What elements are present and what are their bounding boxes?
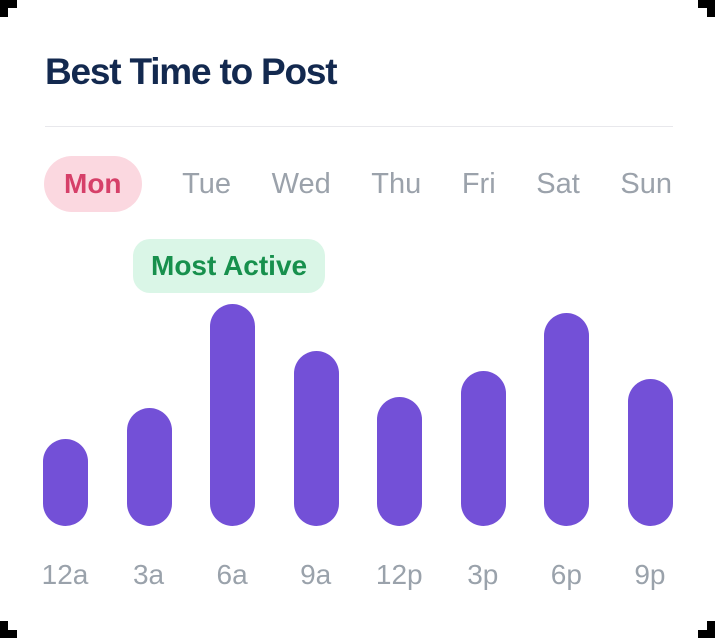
page-title: Best Time to Post [45,51,338,92]
hour-label-9a: 9a [300,559,332,590]
activity-chart [43,304,673,526]
hour-axis-labels: 12a 3a 6a 9a 12p 3p 6p 9p [35,558,680,592]
day-tabs: Mon Tue Wed Thu Fri Sat Sun [44,156,672,212]
hour-label-12p: 12p [375,559,423,590]
tab-mon[interactable]: Mon [44,156,142,212]
activity-bar-9p [627,379,673,526]
corner-mark-bottom-right [698,621,715,638]
tab-sun[interactable]: Sun [620,156,672,212]
hour-label-3p: 3p [467,559,499,590]
corner-mark-bottom-left [0,621,17,638]
corner-mark-top-right [698,0,715,17]
hour-label-6a: 6a [216,559,248,590]
hour-label-3a: 3a [132,559,165,590]
tab-fri[interactable]: Fri [462,156,496,212]
hour-label-12a: 12a [41,559,89,590]
activity-bar-9a [293,351,339,526]
activity-bar-6p [544,313,590,526]
activity-bar-3p [460,371,506,526]
tab-wed[interactable]: Wed [272,156,331,212]
activity-bar-6a [210,304,256,526]
activity-bar-12a [43,439,88,526]
hour-label-9p: 9p [634,559,666,590]
tab-thu[interactable]: Thu [371,156,421,212]
activity-bar-3a [126,408,172,526]
corner-mark-top-left [0,0,17,17]
activity-bar-12p [377,397,423,526]
tab-sat[interactable]: Sat [536,156,580,212]
divider [45,126,673,127]
tab-tue[interactable]: Tue [182,156,231,212]
hour-label-6p: 6p [550,559,582,590]
most-active-badge: Most Active [133,239,326,293]
